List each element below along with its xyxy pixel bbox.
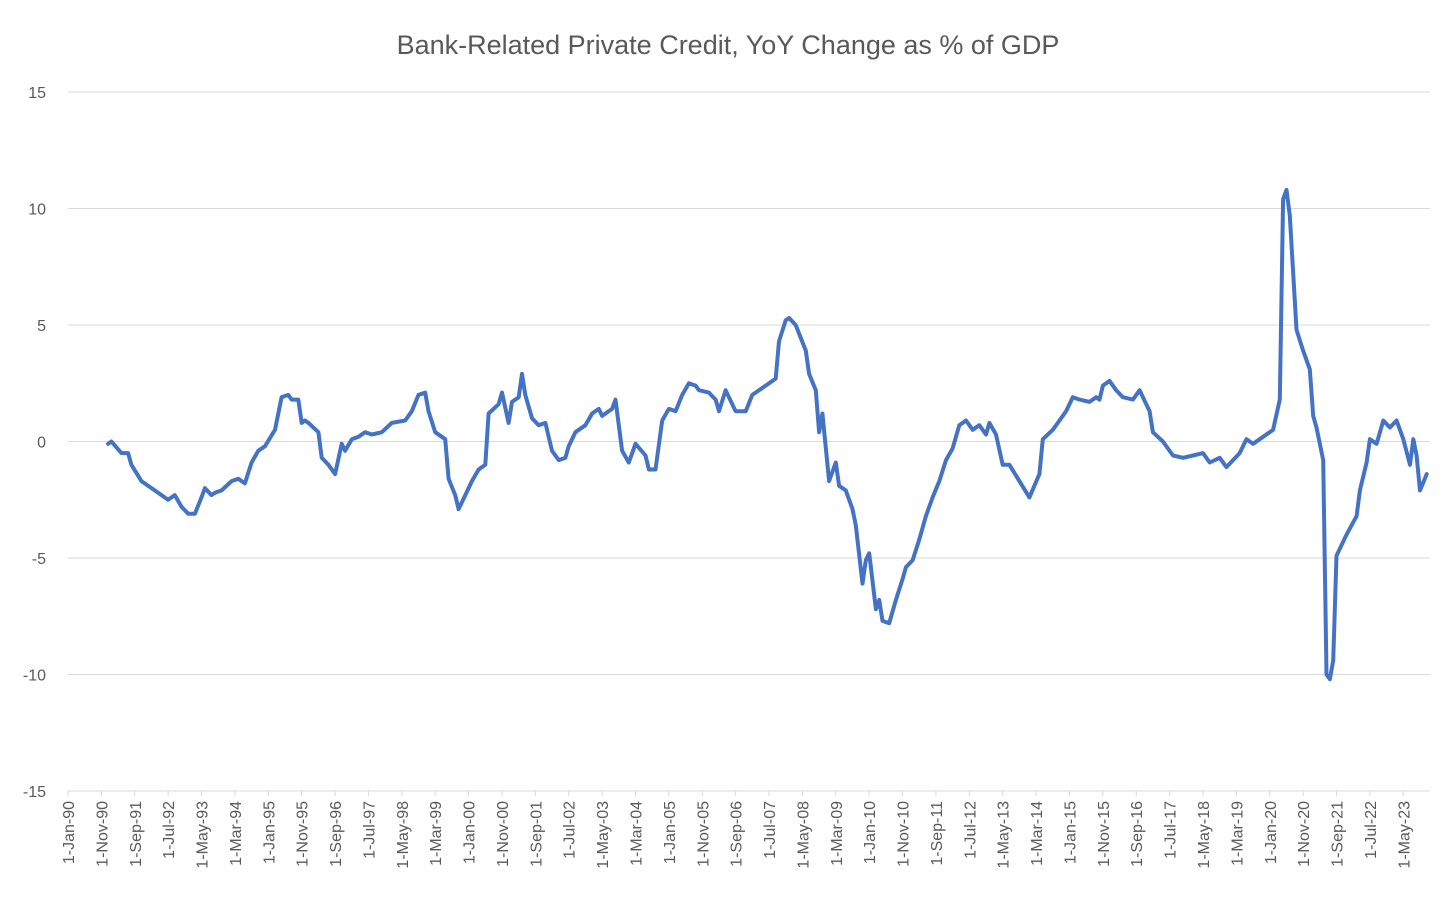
x-tick-label: 1-Nov-00 [495, 801, 512, 867]
x-tick-label: 1-Nov-05 [695, 801, 712, 867]
x-tick-label: 1-Sep-06 [729, 801, 746, 867]
y-tick-label: 5 [37, 318, 46, 335]
x-tick-label: 1-May-08 [795, 801, 812, 869]
x-tick-label: 1-May-18 [1196, 801, 1213, 869]
x-tick-label: 1-Jan-20 [1263, 801, 1280, 864]
x-tick-label: 1-Sep-91 [128, 801, 145, 867]
x-tick-label: 1-Sep-21 [1330, 801, 1347, 867]
x-tick-label: 1-May-93 [195, 801, 212, 869]
x-tick-label: 1-Mar-94 [228, 801, 245, 866]
x-tick-label: 1-Mar-09 [829, 801, 846, 866]
x-tick-label: 1-Jan-00 [462, 801, 479, 864]
x-tick-label: 1-Jan-10 [862, 801, 879, 864]
x-tick-label: 1-Jan-15 [1062, 801, 1079, 864]
y-tick-label: -10 [23, 668, 46, 685]
x-tick-label: 1-Jul-02 [562, 801, 579, 859]
x-tick-label: 1-Sep-96 [328, 801, 345, 867]
y-tick-label: 10 [28, 202, 46, 219]
x-tick-label: 1-Jul-07 [762, 801, 779, 859]
x-tick-label: 1-Jan-95 [261, 801, 278, 864]
x-tick-label: 1-Jul-22 [1363, 801, 1380, 859]
x-tick-label: 1-Nov-20 [1296, 801, 1313, 867]
x-tick-label: 1-Nov-15 [1096, 801, 1113, 867]
x-tick-label: 1-Jul-12 [962, 801, 979, 859]
x-tick-label: 1-Jan-90 [61, 801, 78, 864]
x-tick-label: 1-May-03 [595, 801, 612, 869]
x-tick-label: 1-Mar-14 [1029, 801, 1046, 866]
x-tick-label: 1-Mar-19 [1229, 801, 1246, 866]
x-tick-label: 1-Nov-95 [295, 801, 312, 867]
x-tick-label: 1-Jul-97 [361, 801, 378, 859]
x-tick-label: 1-Nov-90 [94, 801, 111, 867]
data-line [106, 187, 1429, 682]
chart-title: Bank-Related Private Credit, YoY Change … [397, 30, 1060, 60]
y-tick-label: 0 [37, 435, 46, 452]
x-tick-label: 1-Mar-99 [428, 801, 445, 866]
x-tick-label: 1-Sep-16 [1129, 801, 1146, 867]
x-tick-label: 1-May-98 [395, 801, 412, 869]
y-tick-label: 15 [28, 85, 46, 102]
x-tick-label: 1-Sep-11 [929, 801, 946, 866]
x-tick-label: 1-May-13 [996, 801, 1013, 869]
y-tick-label: -15 [23, 784, 46, 801]
x-tick-label: 1-Nov-10 [896, 801, 913, 867]
x-tick-label: 1-May-23 [1396, 801, 1413, 869]
x-tick-label: 1-Sep-01 [528, 801, 545, 867]
y-tick-label: -5 [32, 551, 46, 568]
x-tick-label: 1-Mar-04 [629, 801, 646, 866]
x-tick-label: 1-Jul-17 [1163, 801, 1180, 859]
x-tick-label: 1-Jul-92 [161, 801, 178, 859]
x-tick-label: 1-Jan-05 [662, 801, 679, 864]
